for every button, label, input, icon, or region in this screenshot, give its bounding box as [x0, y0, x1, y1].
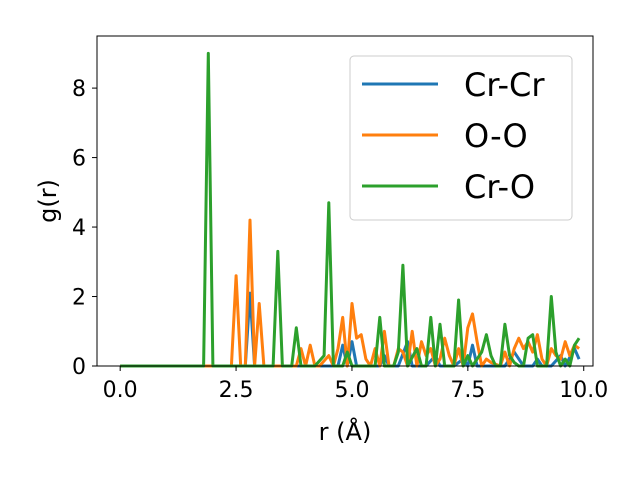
x-axis-label: r (Å)	[319, 417, 372, 446]
x-tick-label: 7.5	[450, 378, 485, 403]
series-line-cr-o	[120, 51, 581, 368]
y-tick-label: 2	[72, 286, 86, 311]
axes-frame	[96, 35, 594, 367]
x-axis-ticks: 0.0 2.5 5.0 7.5 10.0	[103, 366, 608, 403]
y-tick-label: 4	[72, 216, 86, 241]
legend-box	[349, 55, 573, 221]
y-tick-label: 6	[72, 147, 86, 172]
legend-label-cr-cr: Cr-Cr	[464, 66, 545, 104]
x-tick-label: 5.0	[334, 378, 369, 403]
y-tick-label: 0	[72, 355, 86, 380]
y-tick-label: 8	[72, 77, 86, 102]
legend-label-cr-o: Cr-O	[464, 168, 535, 206]
y-axis-ticks: 0 2 4 6 8	[72, 77, 97, 380]
series-line-o-o	[120, 218, 580, 368]
x-tick-label: 10.0	[559, 378, 608, 403]
x-tick-label: 0.0	[103, 378, 138, 403]
legend-label-o-o: O-O	[464, 117, 528, 155]
x-tick-label: 2.5	[219, 378, 254, 403]
plot-area	[96, 35, 594, 368]
legend: Cr-Cr O-O Cr-O	[349, 55, 573, 221]
y-axis-label: g(r)	[34, 179, 62, 223]
